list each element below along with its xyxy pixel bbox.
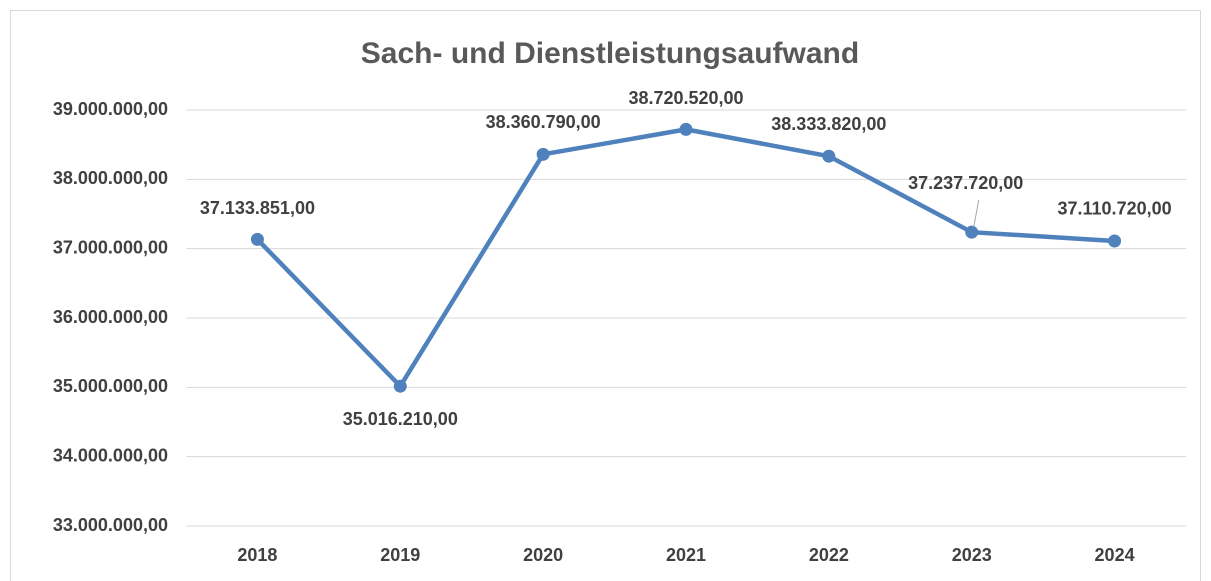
chart-border: [10, 10, 1201, 581]
x-tick-label: 2019: [380, 545, 420, 565]
marker: [1108, 234, 1122, 248]
marker: [536, 147, 550, 161]
y-tick-label: 39.000.000,00: [53, 99, 168, 119]
data-label: 37.110.720,00: [1058, 199, 1172, 219]
x-tick-label: 2022: [809, 545, 849, 565]
y-tick-label: 38.000.000,00: [53, 168, 168, 188]
x-tick-label: 2018: [237, 545, 277, 565]
y-tick-label: 33.000.000,00: [53, 515, 168, 535]
marker: [393, 379, 407, 393]
data-label: 35.016.210,00: [343, 409, 458, 429]
marker: [822, 149, 836, 163]
marker: [965, 225, 979, 239]
chart-title: Sach- und Dienstleistungsaufwand: [361, 37, 859, 70]
marker: [250, 232, 264, 246]
y-tick-label: 37.000.000,00: [53, 237, 168, 257]
leader-line: [973, 200, 980, 228]
data-label: 38.360.790,00: [486, 112, 601, 132]
x-tick-label: 2024: [1095, 545, 1135, 565]
y-tick-label: 35.000.000,00: [53, 376, 168, 396]
data-label: 37.237.720,00: [908, 173, 1023, 193]
y-tick-label: 34.000.000,00: [53, 445, 168, 465]
data-label: 38.720.520,00: [628, 88, 743, 108]
x-tick-label: 2023: [952, 545, 992, 565]
x-tick-label: 2021: [666, 545, 706, 565]
data-label: 38.333.820,00: [771, 114, 886, 134]
x-tick-label: 2020: [523, 545, 563, 565]
marker: [679, 122, 693, 136]
data-label: 37.133.851,00: [200, 198, 315, 218]
y-tick-label: 36.000.000,00: [53, 307, 168, 327]
